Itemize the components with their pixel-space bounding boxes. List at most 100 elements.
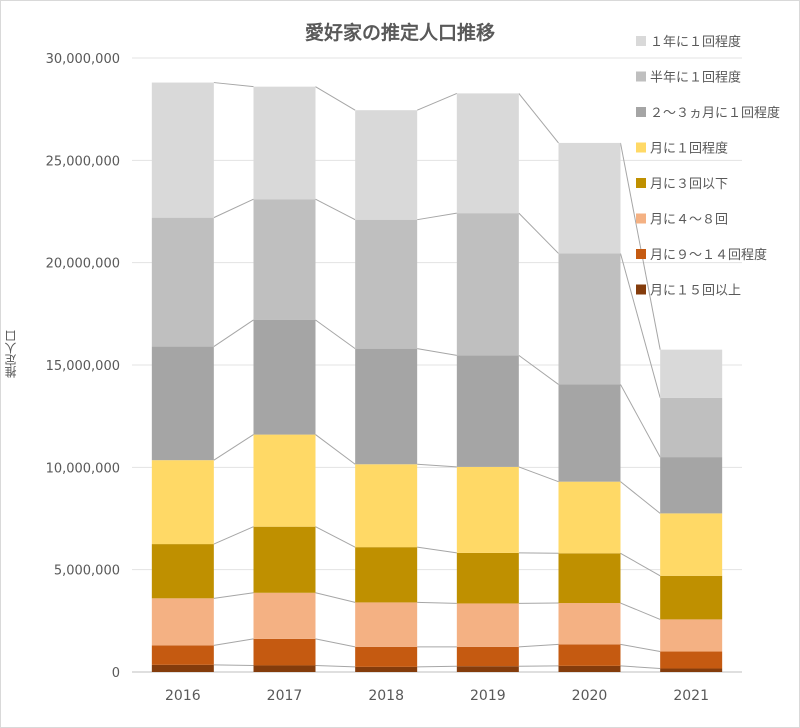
x-tick-label: 2020 (572, 688, 608, 704)
bar-segment (660, 575, 723, 620)
bar-segment (660, 513, 723, 576)
bar-segment (151, 346, 214, 461)
y-tick-label: 15,000,000 (46, 359, 120, 374)
bar-segment (355, 646, 418, 667)
legend-swatch (636, 71, 646, 82)
legend-swatch (636, 142, 646, 153)
bar-segment (355, 602, 418, 647)
bar-segment (253, 592, 316, 639)
bar-segment (558, 603, 621, 645)
bar-segment (456, 466, 519, 553)
bar-segment (355, 464, 418, 548)
bar-segment (558, 644, 621, 666)
bar-segment (558, 553, 621, 604)
series-connector-line (417, 546, 457, 554)
series-connector-line (620, 602, 661, 620)
series-connector-line (518, 354, 559, 385)
bar-segment (456, 355, 519, 467)
series-connector-line (518, 643, 559, 648)
bar-segment (456, 552, 519, 604)
bar-segment (355, 348, 418, 465)
series-connector-line (213, 434, 254, 461)
legend-swatch (636, 284, 646, 295)
bar-segment (558, 142, 621, 254)
series-connector-line (315, 319, 356, 350)
y-tick-label: 30,000,000 (46, 52, 120, 67)
bar-segment (355, 219, 418, 349)
series-connector-line (620, 142, 661, 350)
legend-swatch (636, 36, 646, 46)
bar-segment (151, 664, 214, 672)
bar-segment (660, 457, 723, 514)
series-connector-line (417, 665, 457, 668)
bar-segment (355, 547, 418, 603)
series-connector-line (620, 481, 661, 514)
legend-swatch (636, 178, 646, 188)
series-connector-line (315, 198, 356, 221)
series-connector-line (315, 526, 356, 548)
series-connector-line (518, 466, 559, 483)
bar-segment (253, 638, 316, 666)
y-tick-label: 10,000,000 (46, 461, 120, 476)
legend-label: 月に１５回以上 (650, 284, 741, 299)
bar-segment (660, 668, 723, 672)
bar-segment (456, 646, 519, 667)
bar-segment (253, 199, 316, 320)
bar-segment (355, 666, 418, 672)
series-connector-line (417, 601, 457, 604)
bar-segment (558, 253, 621, 385)
y-tick-label: 20,000,000 (46, 257, 120, 272)
bar-segment (151, 645, 214, 665)
legend-label: 月に４～８回 (650, 213, 728, 228)
series-connector-line (620, 552, 661, 577)
x-tick-label: 2017 (267, 688, 303, 704)
legend-label: ２～３ヵ月に１回程度 (650, 105, 780, 121)
series-connector-line (315, 86, 356, 111)
bar-segment (253, 434, 316, 527)
series-connector-line (518, 212, 559, 254)
series-connector-line (213, 592, 254, 599)
bar-segment (151, 598, 214, 646)
bar-segment (456, 666, 519, 672)
bar-segment (253, 526, 316, 593)
series-connector-line (315, 592, 356, 603)
series-connector-line (213, 526, 254, 545)
series-connector-line (620, 665, 661, 670)
bar-segment (660, 349, 723, 398)
series-connector-line (620, 643, 661, 653)
series-connector-line (213, 198, 254, 219)
bar-segment (253, 665, 316, 672)
legend-label: 月に３回以下 (650, 177, 728, 192)
series-connector-line (518, 93, 559, 144)
legend-swatch (636, 249, 646, 259)
series-connector-line (315, 664, 356, 668)
x-tick-label: 2019 (470, 688, 506, 704)
bar-segment (660, 397, 723, 458)
legend-swatch (636, 213, 646, 224)
bar-segment (558, 481, 621, 554)
legend-label: １年に１回程度 (650, 34, 741, 50)
series-connector-line (620, 253, 661, 398)
legend-label: 半年に１回程度 (650, 70, 741, 86)
series-connector-line (315, 638, 356, 648)
x-tick-label: 2016 (165, 688, 201, 704)
x-tick-label: 2021 (673, 688, 709, 704)
legend-swatch (636, 107, 646, 117)
bar-segment (151, 82, 214, 218)
bar-segment (558, 665, 621, 672)
bar-segment (558, 384, 621, 482)
bar-segment (151, 217, 214, 347)
chart-title: 愛好家の推定人口推移 (304, 22, 495, 44)
bar-segment (253, 86, 316, 200)
series-connector-line (620, 384, 661, 458)
bar-segment (660, 619, 723, 652)
bar-segment (456, 603, 519, 647)
legend-label: 月に９～１４回程度 (650, 247, 767, 263)
bar-segment (660, 651, 723, 669)
series-connector-line (213, 664, 254, 666)
series-connector-line (417, 212, 457, 221)
bar-segment (151, 544, 214, 599)
bar-segment (456, 93, 519, 214)
x-tick-label: 2018 (368, 688, 404, 704)
